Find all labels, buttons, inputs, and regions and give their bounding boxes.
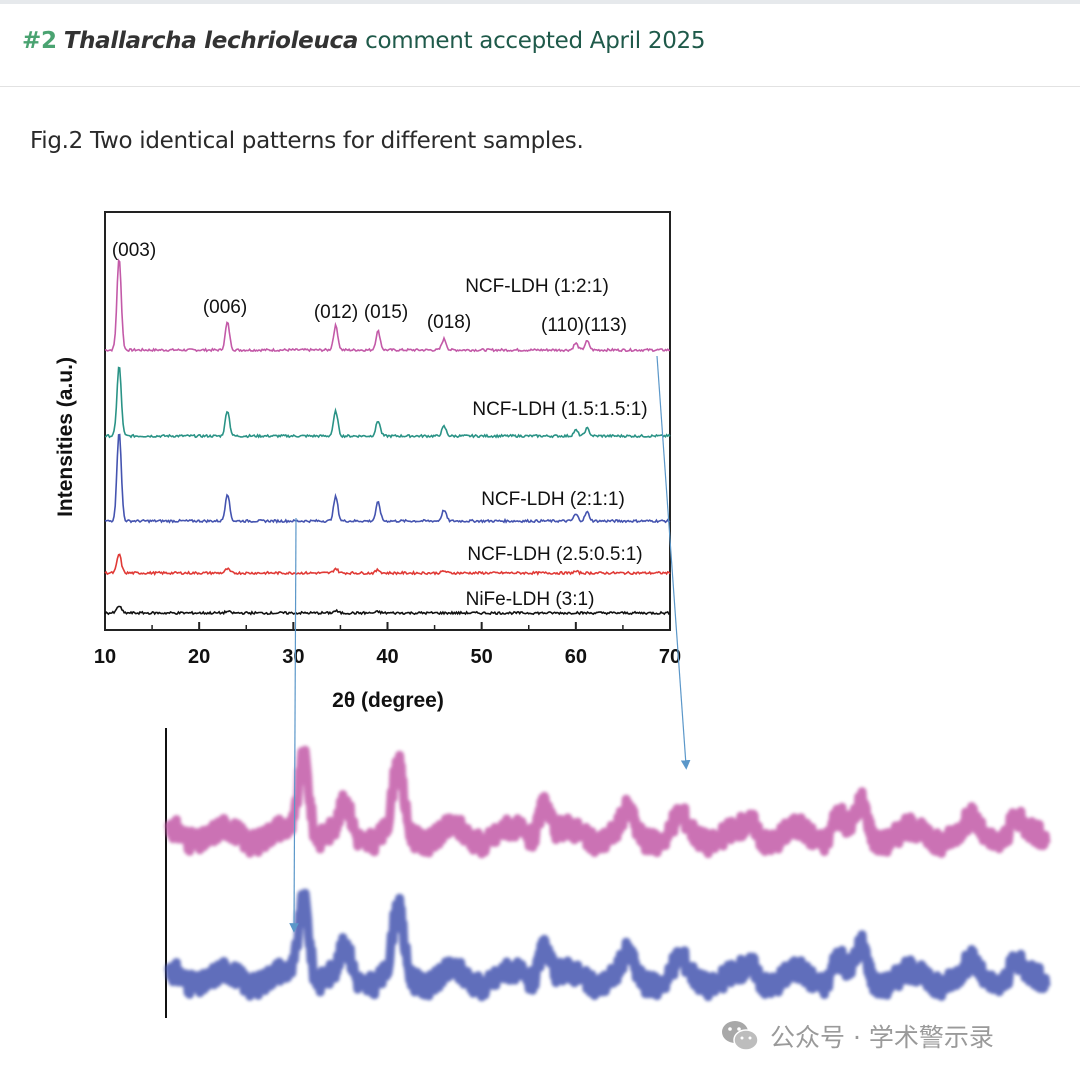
species-name[interactable]: Thallarcha lechrioleuca bbox=[63, 28, 359, 54]
x-axis-label: 2θ (degree) bbox=[332, 689, 444, 712]
inset-trace bbox=[164, 888, 1051, 1002]
top-border bbox=[0, 0, 1080, 4]
plot-frame bbox=[104, 211, 671, 631]
x-tick-label: 70 bbox=[659, 646, 681, 668]
x-tick-label: 40 bbox=[376, 646, 398, 668]
y-axis-label: Intensities (a.u.) bbox=[54, 357, 77, 517]
series-label: NCF-LDH (1.5:1.5:1) bbox=[472, 399, 647, 420]
header-divider bbox=[0, 86, 1080, 87]
series-label: NCF-LDH (1:2:1) bbox=[465, 276, 609, 297]
x-tick-label: 30 bbox=[282, 646, 304, 668]
guide-arrow-pink bbox=[656, 355, 691, 770]
peak-label-layer: (003) (006) (012) (015) (018) (110)(113) bbox=[112, 240, 627, 336]
series-label: NiFe-LDH (3:1) bbox=[466, 589, 595, 610]
inset-trace bbox=[164, 745, 1051, 859]
series-line bbox=[104, 433, 671, 524]
peak-label: (012) bbox=[314, 302, 358, 323]
series-line bbox=[104, 605, 671, 616]
peak-label: (003) bbox=[112, 240, 156, 261]
peak-label: (006) bbox=[203, 297, 247, 318]
peak-label: (110)(113) bbox=[541, 315, 627, 336]
series-label: NCF-LDH (2:1:1) bbox=[481, 489, 625, 510]
comment-number: #2 bbox=[22, 28, 57, 54]
series-line bbox=[104, 553, 671, 576]
series-label-layer: NCF-LDH (1:2:1) NCF-LDH (1.5:1.5:1) NCF-LD… bbox=[465, 276, 647, 610]
x-axis-ticks: 10 20 30 40 50 60 70 bbox=[94, 622, 681, 668]
watermark-text: 公众号 · 学术警示录 bbox=[770, 1023, 994, 1052]
x-tick-label: 10 bbox=[94, 646, 116, 668]
zoom-inset bbox=[164, 745, 1051, 1002]
guide-arrow-blue bbox=[289, 517, 299, 933]
series-line bbox=[104, 258, 671, 353]
x-tick-label: 60 bbox=[565, 646, 587, 668]
peak-label: (018) bbox=[427, 312, 471, 333]
series-label: NCF-LDH (2.5:0.5:1) bbox=[467, 544, 642, 565]
x-tick-label: 50 bbox=[471, 646, 493, 668]
wechat-icon bbox=[722, 1021, 759, 1051]
series-layer bbox=[104, 258, 671, 616]
x-tick-label: 20 bbox=[188, 646, 210, 668]
figure-caption: Fig.2 Two identical patterns for differe… bbox=[30, 128, 584, 154]
series-line bbox=[104, 366, 671, 439]
peak-label: (015) bbox=[364, 302, 408, 323]
comment-status: comment accepted April 2025 bbox=[365, 28, 706, 54]
watermark: 公众号 · 学术警示录 bbox=[720, 1016, 994, 1056]
comment-header: #2 Thallarcha lechrioleuca comment accep… bbox=[22, 28, 706, 54]
